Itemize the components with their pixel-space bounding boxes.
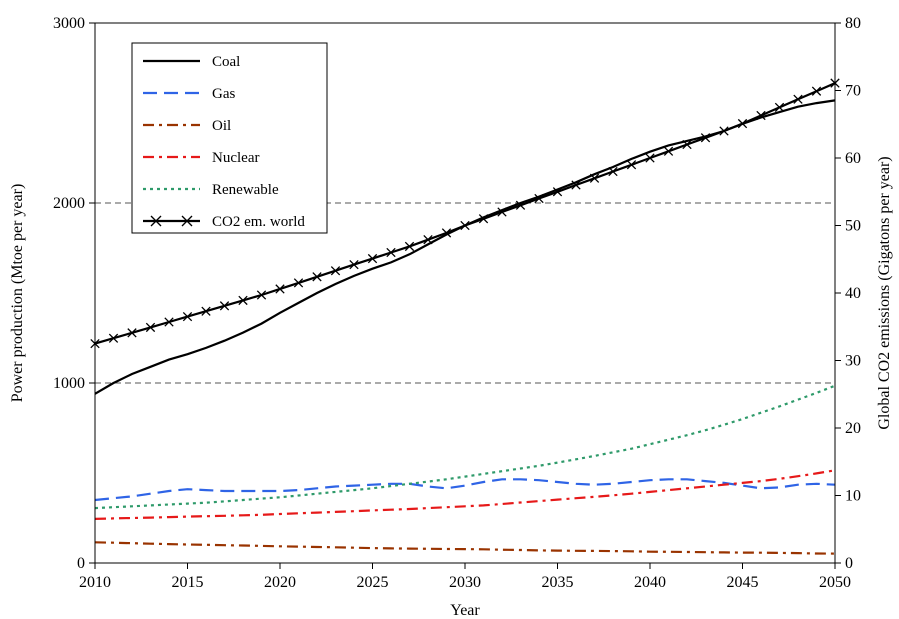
x-tick-label: 2020 xyxy=(264,574,296,591)
data-point-marker xyxy=(201,306,211,316)
legend-item-gas: Gas xyxy=(143,86,235,102)
legend-label: Renewable xyxy=(212,182,279,198)
series-lines xyxy=(90,78,840,555)
legend-item-coal: Coal xyxy=(143,54,240,70)
data-point-marker xyxy=(811,86,822,96)
data-point-marker xyxy=(386,247,396,258)
data-point-marker xyxy=(404,241,415,252)
data-point-marker xyxy=(460,220,470,231)
legend-label: Coal xyxy=(212,54,240,70)
data-point-marker xyxy=(756,110,766,121)
data-point-marker xyxy=(497,207,507,217)
y-axis-title-left: Power production (Mtoe per year) xyxy=(9,184,26,403)
series-line-nuclear xyxy=(94,469,836,520)
legend-label: CO2 em. world xyxy=(212,214,305,230)
x-tick-label: 2040 xyxy=(634,574,666,591)
legend-label: Gas xyxy=(212,86,235,102)
data-point-marker xyxy=(682,139,692,150)
data-point-marker xyxy=(626,160,637,170)
data-point-marker xyxy=(645,153,655,163)
x-tick-label: 2030 xyxy=(449,574,481,591)
data-point-marker xyxy=(108,333,119,343)
data-point-marker xyxy=(367,253,378,264)
data-point-marker xyxy=(774,102,785,113)
y-left-tick-label: 1000 xyxy=(53,375,85,392)
y-axis-title-right: Global CO2 emissions (Gigatons per year) xyxy=(876,156,893,429)
legend-item-nuclear: Nuclear xyxy=(143,150,259,166)
series-line-gas xyxy=(94,478,836,502)
data-point-marker xyxy=(293,278,304,288)
legend-label: Oil xyxy=(212,118,231,134)
data-point-marker xyxy=(719,126,729,136)
data-point-marker xyxy=(515,200,526,210)
y-right-tick-label: 0 xyxy=(845,555,853,572)
x-tick-label: 2035 xyxy=(542,574,574,591)
data-point-marker xyxy=(589,173,600,183)
x-axis-title: Year xyxy=(450,602,480,619)
y-right-tick-label: 20 xyxy=(845,420,861,437)
data-point-marker xyxy=(330,266,341,276)
series-line-renewable xyxy=(94,384,836,510)
legend-item-co2-em-world: CO2 em. world xyxy=(143,214,305,230)
x-tick-label: 2010 xyxy=(79,574,111,591)
x-tick-label: 2025 xyxy=(357,574,389,591)
y-right-tick-label: 40 xyxy=(845,285,861,302)
data-point-marker xyxy=(608,166,618,177)
y-right-tick-label: 70 xyxy=(845,83,861,100)
data-point-marker xyxy=(182,311,193,322)
axes: 2010 2015 2020 2025 2030 2035 2040 2045 20500100… xyxy=(53,15,861,591)
legend: Coal Gas Oil Nuclear Renewable CO2 em. world xyxy=(131,42,328,234)
y-left-tick-label: 3000 xyxy=(53,15,85,32)
data-point-marker xyxy=(534,193,544,204)
data-point-marker xyxy=(312,272,322,282)
y-left-tick-label: 2000 xyxy=(53,195,85,212)
y-right-tick-label: 30 xyxy=(845,353,861,370)
data-point-marker xyxy=(275,284,285,294)
data-point-marker xyxy=(423,235,433,245)
data-point-marker xyxy=(737,118,748,129)
y-right-tick-label: 50 xyxy=(845,218,861,235)
legend-box xyxy=(131,42,328,234)
x-tick-label: 2050 xyxy=(819,574,851,591)
data-point-marker xyxy=(349,259,359,270)
data-point-marker xyxy=(663,146,674,156)
data-point-marker xyxy=(700,133,711,143)
data-point-marker xyxy=(164,317,174,327)
legend-item-renewable: Renewable xyxy=(143,182,279,198)
x-tick-label: 2045 xyxy=(727,574,759,591)
data-point-marker xyxy=(552,187,563,197)
data-point-marker xyxy=(441,228,452,238)
data-point-marker xyxy=(478,214,489,224)
data-point-marker xyxy=(793,94,803,104)
data-point-marker xyxy=(238,295,248,306)
legend-item-oil: Oil xyxy=(143,118,231,134)
y-right-tick-label: 60 xyxy=(845,150,861,167)
legend-label: Nuclear xyxy=(212,150,259,166)
y-right-tick-label: 10 xyxy=(845,488,861,505)
x-tick-label: 2015 xyxy=(172,574,204,591)
series-line-oil xyxy=(94,541,836,555)
data-point-marker xyxy=(145,322,156,333)
y-right-tick-label: 80 xyxy=(845,15,861,32)
data-point-marker xyxy=(127,328,137,338)
data-point-marker xyxy=(219,301,230,311)
data-point-marker xyxy=(571,180,581,190)
y-left-tick-label: 0 xyxy=(77,555,85,572)
data-point-marker xyxy=(256,290,267,300)
